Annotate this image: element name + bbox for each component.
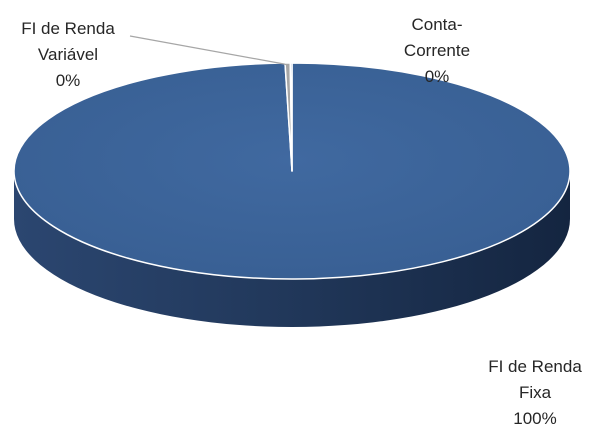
slice-name: Corrente	[404, 41, 470, 60]
slice-percent: 0%	[425, 67, 450, 86]
slice-label: FI de Renda Fixa 100%	[488, 357, 582, 428]
leader-line	[129, 35, 288, 66]
slice-label: FI de Renda Variável 0%	[21, 19, 115, 90]
slice-name: Variável	[38, 45, 98, 64]
slice-name: FI de Renda	[21, 19, 115, 38]
slice-name: FI de Renda	[488, 357, 582, 376]
slice-name: Conta-	[411, 15, 462, 34]
slice-percent: 100%	[513, 409, 556, 428]
pie-side-wall	[14, 171, 570, 327]
slice-name: Fixa	[519, 383, 552, 402]
pie-slice	[289, 62, 293, 172]
slice-label: Conta- Corrente 0%	[404, 15, 470, 86]
slice-percent: 0%	[56, 71, 81, 90]
